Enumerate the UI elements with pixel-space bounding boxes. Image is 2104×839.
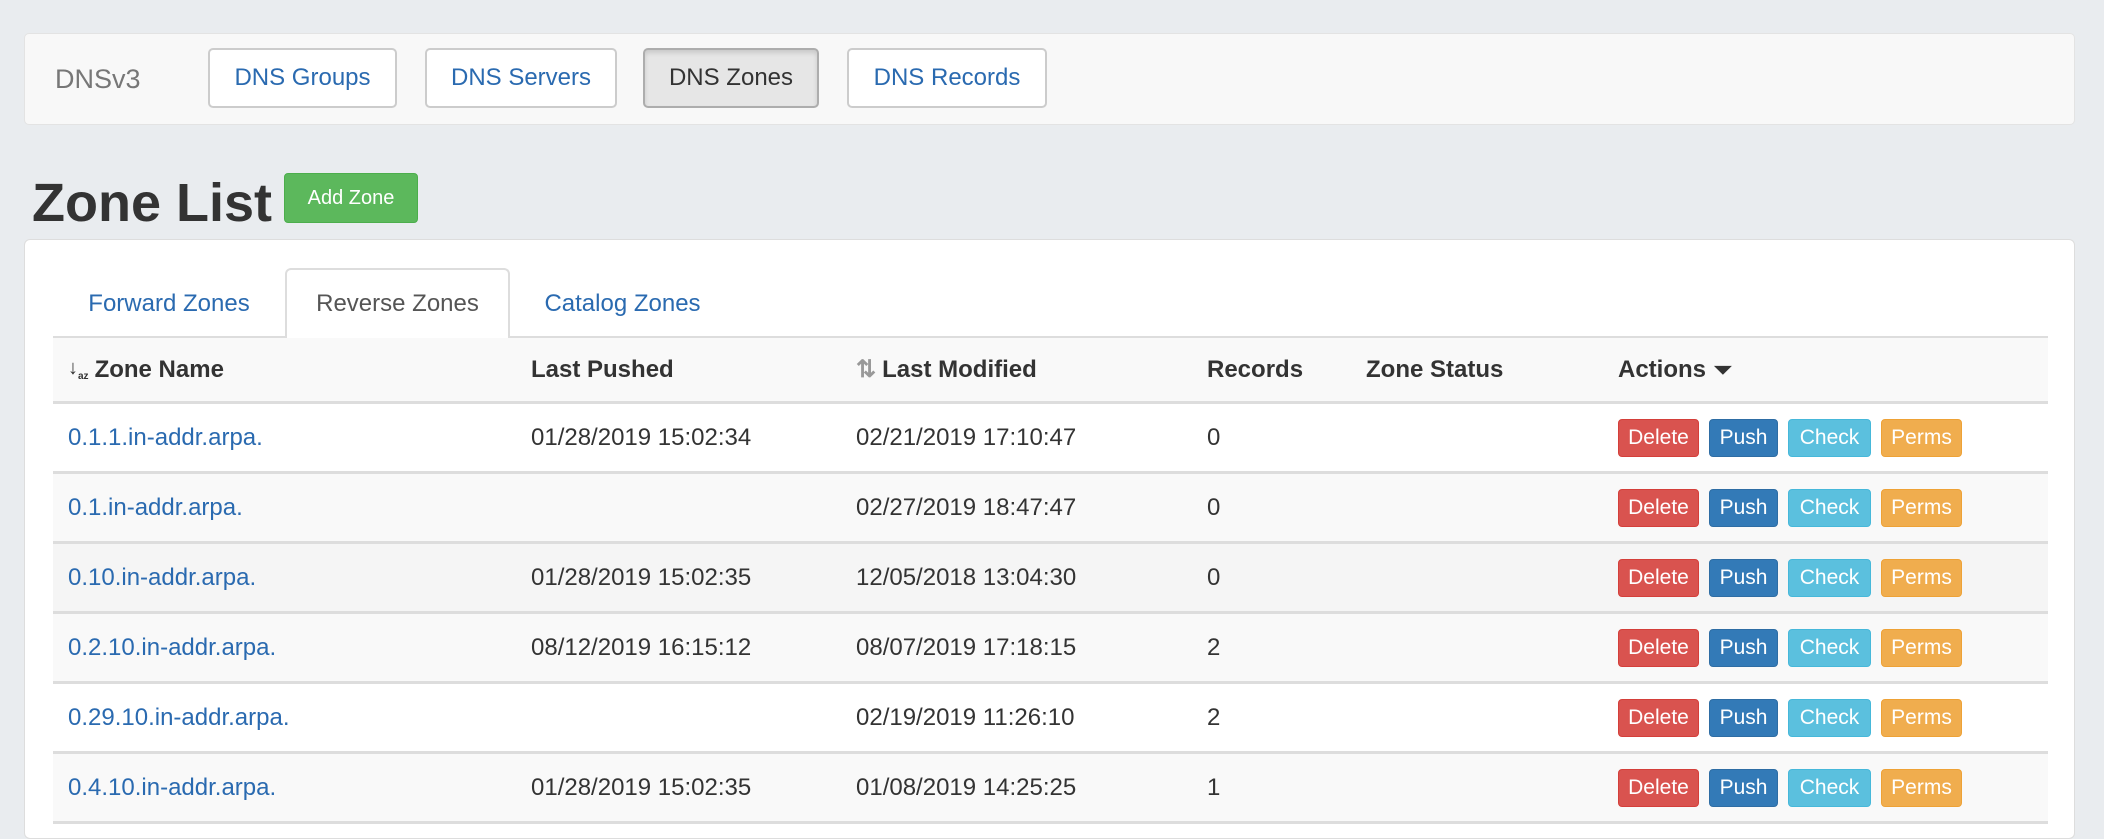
zone-name-link[interactable]: 0.1.1.in-addr.arpa. [68,423,263,451]
last-pushed: 01/28/2019 15:02:35 [531,563,752,591]
last-pushed: 01/28/2019 15:02:35 [531,773,752,801]
last-modified: 02/19/2019 11:26:10 [856,703,1075,731]
nav-dns-groups[interactable]: DNS Groups [208,48,397,108]
perms-button[interactable]: Perms [1881,698,1962,737]
push-button[interactable]: Push [1709,418,1778,457]
last-pushed: 01/28/2019 15:02:34 [531,423,752,451]
delete-button[interactable]: Delete [1618,418,1699,457]
records-count: 1 [1207,773,1221,801]
records-count: 0 [1207,493,1221,521]
tab-catalog-zones[interactable]: Catalog Zones [544,290,701,317]
check-button[interactable]: Check [1788,418,1871,457]
table-header: ↓az Zone Name Last Pushed ⇅ Last Modified … [53,338,2048,404]
row-actions: Delete Push Check Perms [1618,404,1972,471]
delete-button[interactable]: Delete [1618,488,1699,527]
sort-icon: ⇅ [856,356,877,383]
table-row: 0.1.in-addr.arpa. 02/27/2019 18:47:47 0 … [53,474,2048,544]
top-navbar: DNSv3 DNS Groups DNS Servers DNS Zones D… [24,33,2075,125]
zone-table: ↓az Zone Name Last Pushed ⇅ Last Modified … [53,338,2048,824]
delete-button[interactable]: Delete [1618,768,1699,807]
perms-button[interactable]: Perms [1881,768,1962,807]
header-last-pushed[interactable]: Last Pushed [531,355,674,383]
push-button[interactable]: Push [1709,768,1778,807]
header-actions: Actions ⏷ [1618,338,1732,401]
last-modified: 02/21/2019 17:10:47 [856,423,1077,451]
check-button[interactable]: Check [1788,698,1871,737]
records-count: 0 [1207,563,1221,591]
check-button[interactable]: Check [1788,628,1871,667]
push-button[interactable]: Push [1709,558,1778,597]
records-count: 2 [1207,633,1221,661]
brand[interactable]: DNSv3 [55,64,141,94]
table-row: 0.10.in-addr.arpa. 01/28/2019 15:02:35 1… [53,544,2048,614]
row-actions: Delete Push Check Perms [1618,614,1972,681]
last-modified: 08/07/2019 17:18:15 [856,633,1077,661]
zone-name-link[interactable]: 0.29.10.in-addr.arpa. [68,703,290,731]
last-pushed: 08/12/2019 16:15:12 [531,633,752,661]
header-actions-label: Actions [1618,355,1707,383]
header-last-modified[interactable]: ⇅ Last Modified [856,338,1037,401]
table-row: 0.1.1.in-addr.arpa. 01/28/2019 15:02:34 … [53,404,2048,474]
tab-reverse-zones[interactable]: Reverse Zones [285,268,510,340]
header-last-modified-label: Last Modified [882,355,1037,383]
perms-button[interactable]: Perms [1881,418,1962,457]
header-zone-name[interactable]: ↓az Zone Name [68,338,224,401]
delete-button[interactable]: Delete [1618,698,1699,737]
table-row: 0.2.10.in-addr.arpa. 08/12/2019 16:15:12… [53,614,2048,684]
zone-name-link[interactable]: 0.4.10.in-addr.arpa. [68,773,277,801]
push-button[interactable]: Push [1709,628,1778,667]
push-button[interactable]: Push [1709,698,1778,737]
last-modified: 01/08/2019 14:25:25 [856,773,1077,801]
nav-dns-records[interactable]: DNS Records [847,48,1047,108]
row-actions: Delete Push Check Perms [1618,544,1972,611]
perms-button[interactable]: Perms [1881,488,1962,527]
header-records[interactable]: Records [1207,355,1304,383]
check-button[interactable]: Check [1788,558,1871,597]
row-actions: Delete Push Check Perms [1618,684,1972,751]
check-button[interactable]: Check [1788,488,1871,527]
table-row: 0.4.10.in-addr.arpa. 01/28/2019 15:02:35… [53,754,2048,824]
records-count: 2 [1207,703,1221,731]
row-actions: Delete Push Check Perms [1618,754,1972,821]
push-button[interactable]: Push [1709,488,1778,527]
filter-icon[interactable]: ⏷ [1714,356,1732,382]
header-zone-name-label: Zone Name [94,355,224,383]
perms-button[interactable]: Perms [1881,558,1962,597]
zone-panel: Forward Zones Reverse Zones Catalog Zone… [24,239,2075,839]
last-modified: 12/05/2018 13:04:30 [856,563,1077,591]
delete-button[interactable]: Delete [1618,558,1699,597]
row-actions: Delete Push Check Perms [1618,474,1972,541]
zone-name-link[interactable]: 0.2.10.in-addr.arpa. [68,633,277,661]
table-row: 0.29.10.in-addr.arpa. 02/19/2019 11:26:1… [53,684,2048,754]
header-zone-status[interactable]: Zone Status [1366,355,1504,383]
nav-dns-servers[interactable]: DNS Servers [425,48,617,108]
add-zone-button[interactable]: Add Zone [284,173,418,223]
sort-alpha-down-icon: ↓az [68,357,89,382]
last-modified: 02/27/2019 18:47:47 [856,493,1077,521]
zone-name-link[interactable]: 0.10.in-addr.arpa. [68,563,257,591]
records-count: 0 [1207,423,1221,451]
check-button[interactable]: Check [1788,768,1871,807]
delete-button[interactable]: Delete [1618,628,1699,667]
nav-dns-zones[interactable]: DNS Zones [643,48,819,108]
perms-button[interactable]: Perms [1881,628,1962,667]
zone-tabs: Forward Zones Reverse Zones Catalog Zone… [53,268,2048,340]
zone-name-link[interactable]: 0.1.in-addr.arpa. [68,493,243,521]
page-title: Zone List [32,173,272,233]
tab-forward-zones[interactable]: Forward Zones [88,290,250,317]
